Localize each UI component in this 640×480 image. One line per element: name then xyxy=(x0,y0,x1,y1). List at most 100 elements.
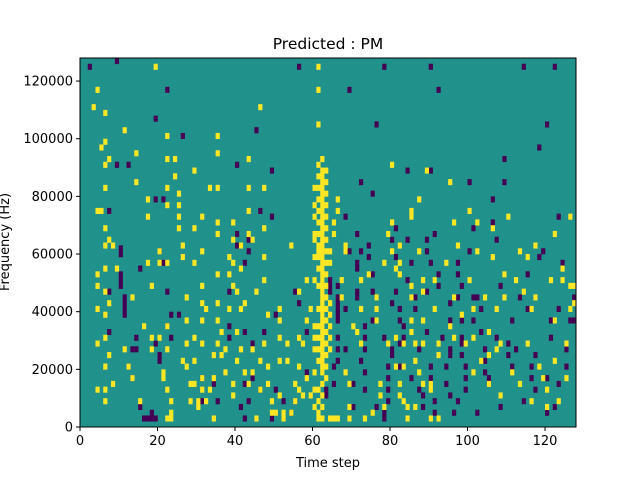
heatmap-cell-low xyxy=(118,282,123,289)
heatmap-cell-low xyxy=(273,311,278,318)
heatmap-cell-high xyxy=(409,294,414,301)
heatmap-cell-high xyxy=(347,380,352,387)
heatmap-cell-high xyxy=(196,403,201,411)
heatmap-cell-high xyxy=(184,317,189,324)
heatmap-cell-low xyxy=(448,300,453,307)
heatmap-cell-high xyxy=(165,323,170,330)
heatmap-cell-high xyxy=(324,375,329,382)
heatmap-cell-high xyxy=(525,254,530,261)
heatmap-cell-low xyxy=(122,300,127,307)
heatmap-cell-high xyxy=(176,190,182,197)
heatmap-cell-high xyxy=(277,392,282,399)
heatmap-cell-high xyxy=(320,207,325,214)
heatmap-cell-high xyxy=(312,346,317,353)
heatmap-cell-low xyxy=(483,346,488,353)
heatmap-cell-high xyxy=(246,156,251,163)
heatmap-cell-low xyxy=(397,305,402,312)
heatmap-cell-high xyxy=(316,386,321,393)
heatmap-cell-low xyxy=(242,415,247,422)
heatmap-cell-high xyxy=(421,288,426,295)
heatmap-cell-high xyxy=(297,334,302,341)
heatmap-cell-high xyxy=(95,340,100,347)
heatmap-cell-low xyxy=(548,334,554,341)
y-tick-label: 60000 xyxy=(32,248,73,263)
heatmap-cell-low xyxy=(386,375,391,382)
heatmap-cell-high xyxy=(320,352,325,359)
heatmap-cell-high xyxy=(316,173,321,180)
heatmap-cell-low xyxy=(393,288,399,295)
heatmap-cell-high xyxy=(246,230,251,238)
heatmap-cell-low xyxy=(246,236,251,243)
heatmap-cell-low xyxy=(533,386,538,393)
heatmap-cell-high xyxy=(320,328,325,336)
heatmap-cell-high xyxy=(262,184,267,191)
heatmap-cell-high xyxy=(471,369,476,376)
heatmap-cell-low xyxy=(568,317,573,324)
heatmap-cell-high xyxy=(211,375,216,382)
heatmap-cell-high xyxy=(200,213,205,220)
heatmap-cell-high xyxy=(145,196,151,203)
heatmap-cell-high xyxy=(328,311,333,318)
heatmap-cell-high xyxy=(165,156,170,163)
heatmap-cell-high xyxy=(374,317,379,324)
heatmap-cell-high xyxy=(211,352,216,359)
plot-area xyxy=(79,57,577,428)
heatmap-cell-low xyxy=(157,352,162,359)
heatmap-cell-high xyxy=(111,380,116,387)
x-tick-label: 20 xyxy=(149,434,166,449)
heatmap-cell-low xyxy=(409,375,414,382)
heatmap-cell-high xyxy=(537,363,542,370)
heatmap-cell-high xyxy=(378,392,383,399)
heatmap-cell-high xyxy=(289,242,294,249)
heatmap-cell-high xyxy=(188,380,193,387)
heatmap-cell-high xyxy=(215,184,220,191)
heatmap-cell-high xyxy=(316,196,321,203)
heatmap-cell-high xyxy=(494,346,499,353)
heatmap-cell-high xyxy=(297,288,302,295)
heatmap-cell-high xyxy=(157,248,162,255)
heatmap-cell-high xyxy=(258,357,263,364)
heatmap-cell-high xyxy=(316,357,321,364)
heatmap-cell-high xyxy=(401,398,406,405)
heatmap-cell-low xyxy=(335,311,340,318)
heatmap-cell-high xyxy=(312,213,317,220)
heatmap-cell-low xyxy=(564,363,569,370)
heatmap-cell-high xyxy=(169,415,174,422)
heatmap-cell-high xyxy=(436,352,441,359)
heatmap-cell-high xyxy=(521,288,526,295)
heatmap-cell-high xyxy=(320,340,325,347)
y-tick-label: 80000 xyxy=(32,190,73,205)
heatmap-cell-low xyxy=(428,259,433,266)
heatmap-cell-low xyxy=(463,363,468,370)
heatmap-cell-high xyxy=(471,305,476,312)
heatmap-cell-high xyxy=(320,300,325,307)
heatmap-cell-low xyxy=(366,254,371,261)
heatmap-cell-low xyxy=(510,363,515,370)
heatmap-cell-low xyxy=(444,363,449,370)
heatmap-cell-low xyxy=(455,271,461,278)
heatmap-cell-high xyxy=(192,380,197,387)
heatmap-cell-high xyxy=(103,225,108,232)
heatmap-cell-high xyxy=(111,242,116,249)
heatmap-cells xyxy=(87,58,577,422)
heatmap-cell-low xyxy=(459,317,464,324)
heatmap-cell-low xyxy=(490,219,495,226)
heatmap-cell-low xyxy=(366,242,371,249)
heatmap-cell-low xyxy=(424,236,430,243)
heatmap-cell-high xyxy=(390,248,395,255)
heatmap-cell-high xyxy=(316,242,321,249)
heatmap-cell-high xyxy=(180,357,185,364)
heatmap-cell-low xyxy=(304,369,309,376)
heatmap-cell-low xyxy=(347,248,352,255)
heatmap-cell-high xyxy=(231,380,236,387)
heatmap-cell-high xyxy=(219,328,224,336)
heatmap-cell-low xyxy=(506,352,511,359)
heatmap-cell-high xyxy=(320,334,325,341)
heatmap-cell-high xyxy=(192,259,197,266)
heatmap-cell-high xyxy=(312,230,317,238)
heatmap-cell-low xyxy=(355,230,360,238)
heatmap-cell-low xyxy=(510,317,515,324)
heatmap-cell-low xyxy=(370,317,375,324)
heatmap-cell-high xyxy=(126,363,131,370)
heatmap-cell-high xyxy=(335,196,340,203)
